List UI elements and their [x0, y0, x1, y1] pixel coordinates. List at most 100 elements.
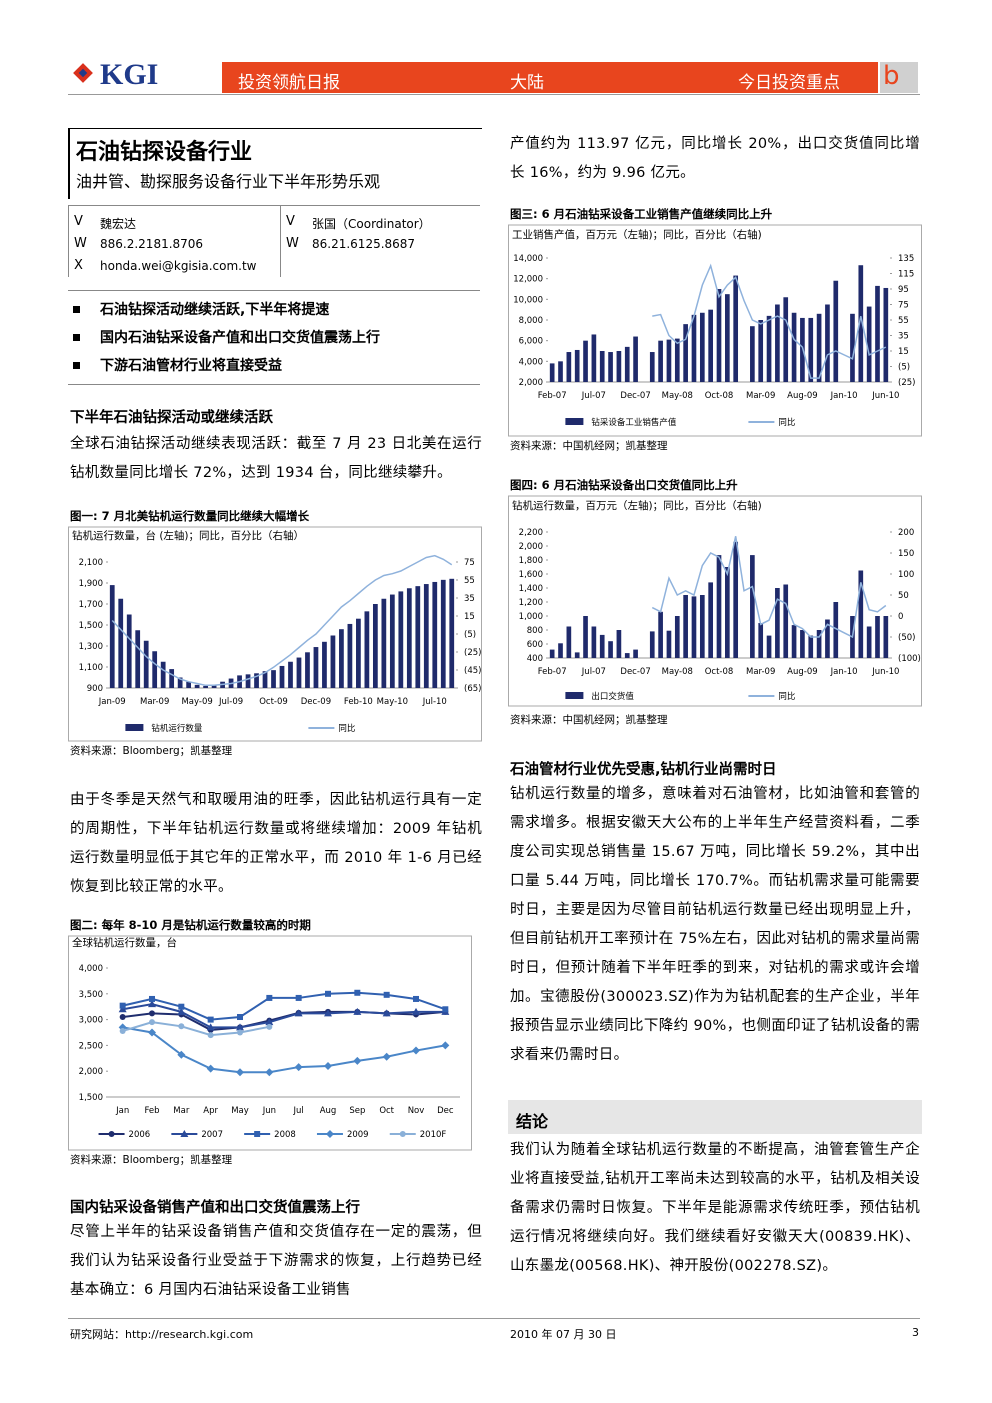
y-tick-label: 1,300 [79, 642, 103, 652]
legend-label: 同比 [778, 417, 795, 428]
y-tick-label: 55 [898, 316, 909, 326]
y-tick-label: 55 [464, 576, 475, 586]
bar [135, 630, 141, 688]
chart-frame [508, 495, 922, 707]
y-tick-label: 1,200 [519, 598, 543, 608]
bar [766, 635, 772, 658]
x-tick-label: Jun-10 [871, 391, 899, 401]
bar [783, 584, 789, 658]
bar [118, 598, 124, 688]
bar [683, 595, 688, 658]
x-tick-label: Jan [115, 1106, 129, 1116]
contact-key: V [286, 214, 295, 229]
bullet-icon [73, 306, 80, 313]
marker [265, 1018, 274, 1026]
bar [708, 309, 713, 382]
y-tick-label: (5) [898, 363, 910, 373]
bar [875, 285, 880, 382]
marker [412, 1046, 420, 1055]
marker [177, 1050, 186, 1059]
bar [449, 578, 455, 688]
bar [566, 626, 572, 658]
legend-marker [254, 1131, 261, 1137]
bar [296, 657, 302, 688]
bar [833, 280, 839, 382]
y-tick-label: 2,100 [79, 558, 103, 568]
x-tick-label: Jan-10 [830, 667, 858, 677]
bar [566, 352, 572, 382]
y-tick-label: 2,000 [519, 378, 543, 388]
bar [347, 623, 353, 688]
source: 资料来源：中国机经网；凯基整理 [510, 439, 668, 452]
figure-title: 图三: 6 月石油钻采设备工业销售产值继续同比上升 [510, 207, 773, 221]
bar [783, 297, 789, 382]
heading: 国内钻采设备销售产值和出口交货值震荡上行 [70, 1200, 360, 1216]
bullet-icon [73, 334, 80, 341]
bullet: 石油钻探活动继续活跃,下半年将提速 [100, 302, 330, 318]
rule [68, 384, 480, 385]
bullet: 下游石油管材行业将直接受益 [100, 358, 282, 374]
bar [658, 611, 663, 658]
x-tick-label: Mar-09 [746, 391, 775, 401]
marker [382, 1009, 391, 1017]
bar [616, 630, 622, 658]
bar [875, 616, 880, 658]
source: 资料来源：Bloomberg；凯基整理 [70, 1153, 233, 1166]
y-tick-label: 35 [464, 594, 475, 604]
bar [674, 338, 680, 382]
bar [109, 585, 115, 688]
bar [574, 652, 580, 658]
legend-marker [108, 1131, 115, 1137]
marker [266, 1023, 273, 1030]
x-tick-label: Jan-09 [98, 697, 126, 707]
bar [152, 651, 158, 688]
contact-value: 张国（Coordinator） [312, 217, 431, 231]
bar [177, 677, 183, 688]
x-tick-label: Jul-10 [422, 697, 447, 707]
marker [294, 1009, 303, 1017]
marker [382, 1052, 391, 1061]
bar [398, 591, 404, 688]
bar [699, 312, 705, 382]
conclusion-bar [508, 1100, 922, 1134]
y-tick-label: 8,000 [519, 316, 543, 326]
contact-value: 86.21.6125.8687 [312, 237, 416, 251]
x-tick-label: Dec [437, 1106, 454, 1116]
bar [766, 315, 772, 382]
tag: b [880, 62, 918, 93]
y-tick-label: 4,000 [79, 964, 103, 974]
legend-label: 2006 [129, 1130, 151, 1140]
y-tick-label: 12,000 [513, 275, 543, 285]
bar [415, 586, 421, 688]
y-tick-label: 15 [898, 347, 909, 357]
y-tick-label: 10,000 [513, 295, 543, 305]
y-tick-label: 75 [898, 301, 909, 311]
bar [608, 641, 613, 658]
y-tick-label: 2,500 [79, 1041, 103, 1051]
y-tick-label: 400 [527, 654, 543, 664]
y-tick-label: 1,500 [79, 621, 103, 631]
footer-date: 2010 年 07 月 30 日 [510, 1328, 617, 1341]
x-tick-label: Jul [293, 1106, 304, 1116]
bar [725, 567, 730, 658]
y-tick-label: (45) [464, 666, 481, 676]
bar [649, 631, 655, 658]
y-tick-label: 1,400 [519, 584, 543, 594]
x-tick-label: Sep [349, 1106, 365, 1116]
report-name: 投资领航日报 [238, 73, 340, 93]
axis-title: 工业销售产值，百万元（左轴)；同比，百分比（右轴) [512, 228, 762, 241]
bar [883, 616, 889, 658]
bar [666, 630, 672, 658]
contact-key: W [286, 236, 299, 251]
marker [442, 1006, 449, 1013]
y-tick-label: 0 [898, 612, 903, 622]
bar [800, 630, 805, 658]
rule [68, 205, 69, 277]
x-tick-label: Feb [144, 1106, 159, 1116]
bar [825, 619, 830, 658]
y-tick-label: 135 [898, 254, 914, 264]
legend-label: 2007 [201, 1130, 223, 1140]
bar [808, 635, 814, 658]
y-tick-label: 1,700 [79, 600, 103, 610]
marker [207, 1032, 214, 1039]
